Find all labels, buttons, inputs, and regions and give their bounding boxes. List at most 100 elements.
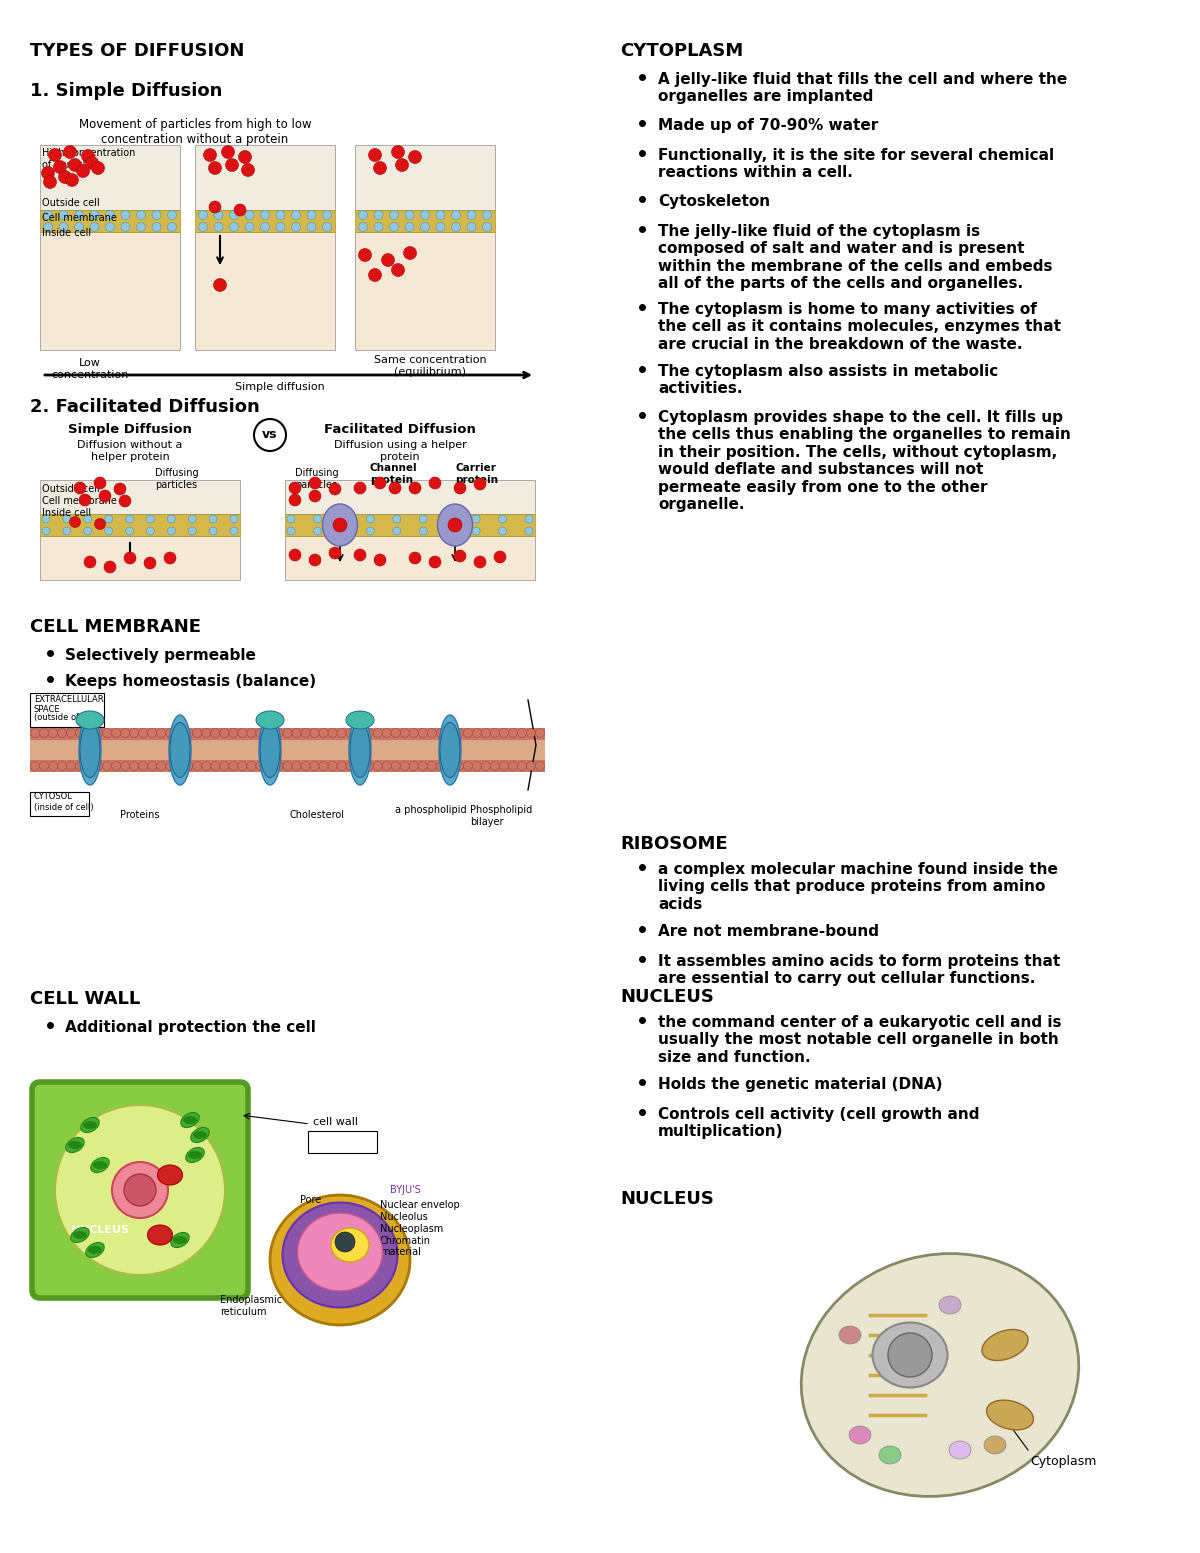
- Circle shape: [373, 162, 386, 174]
- Text: NUCLEUS: NUCLEUS: [620, 988, 714, 1006]
- Circle shape: [329, 547, 341, 559]
- Bar: [40, 480, 240, 514]
- Circle shape: [359, 248, 372, 261]
- Text: 2. Facilitated Diffusion: 2. Facilitated Diffusion: [30, 398, 259, 416]
- Text: BYJU'S: BYJU'S: [390, 1185, 421, 1194]
- Ellipse shape: [438, 505, 473, 547]
- Circle shape: [64, 146, 77, 158]
- Circle shape: [401, 728, 409, 738]
- Circle shape: [91, 162, 104, 174]
- Text: Nucleoplasm: Nucleoplasm: [380, 1224, 443, 1235]
- Text: CYTOSOL: CYTOSOL: [34, 792, 73, 801]
- Circle shape: [121, 728, 130, 738]
- Circle shape: [112, 1162, 168, 1218]
- Circle shape: [391, 264, 404, 276]
- Text: Outside cell: Outside cell: [42, 485, 100, 494]
- Circle shape: [527, 761, 535, 770]
- Text: The jelly-like fluid of the cytoplasm is
composed of salt and water and is prese: The jelly-like fluid of the cytoplasm is…: [658, 224, 1052, 292]
- Ellipse shape: [85, 1242, 104, 1258]
- Circle shape: [474, 556, 486, 568]
- Text: Proteins: Proteins: [120, 811, 160, 820]
- Circle shape: [59, 222, 68, 231]
- Ellipse shape: [439, 714, 461, 784]
- Circle shape: [84, 556, 96, 568]
- Circle shape: [292, 728, 301, 738]
- Circle shape: [184, 728, 193, 738]
- Circle shape: [103, 728, 112, 738]
- Circle shape: [334, 519, 347, 533]
- Circle shape: [473, 761, 481, 770]
- Ellipse shape: [872, 1323, 948, 1387]
- Circle shape: [319, 761, 328, 770]
- Circle shape: [366, 516, 374, 523]
- Circle shape: [455, 728, 463, 738]
- Circle shape: [401, 761, 409, 770]
- Circle shape: [368, 149, 382, 162]
- Circle shape: [166, 728, 175, 738]
- Circle shape: [90, 222, 98, 231]
- Circle shape: [283, 728, 292, 738]
- Circle shape: [202, 761, 211, 770]
- Circle shape: [498, 516, 506, 523]
- Text: Phospholipid
bilayer: Phospholipid bilayer: [470, 804, 533, 826]
- Text: Diffusing
particles: Diffusing particles: [155, 467, 199, 489]
- Circle shape: [409, 481, 421, 494]
- Circle shape: [323, 222, 331, 231]
- Circle shape: [184, 761, 193, 770]
- Circle shape: [467, 211, 476, 219]
- Ellipse shape: [260, 722, 280, 778]
- Circle shape: [229, 728, 238, 738]
- Circle shape: [328, 761, 337, 770]
- Circle shape: [491, 761, 499, 770]
- Circle shape: [390, 222, 398, 231]
- Circle shape: [427, 761, 437, 770]
- Circle shape: [292, 222, 300, 231]
- Text: TYPES OF DIFFUSION: TYPES OF DIFFUSION: [30, 42, 245, 61]
- Circle shape: [209, 200, 221, 213]
- Circle shape: [175, 761, 184, 770]
- Ellipse shape: [170, 722, 190, 778]
- Circle shape: [274, 728, 283, 738]
- Circle shape: [222, 146, 234, 158]
- Ellipse shape: [256, 711, 284, 728]
- Circle shape: [448, 519, 462, 533]
- Circle shape: [211, 761, 220, 770]
- Text: EXTRACELLULAR
SPACE: EXTRACELLULAR SPACE: [34, 696, 103, 714]
- Circle shape: [419, 728, 427, 738]
- Bar: [40, 514, 240, 536]
- Circle shape: [527, 728, 535, 738]
- Circle shape: [40, 761, 48, 770]
- Circle shape: [106, 211, 114, 219]
- Circle shape: [209, 162, 222, 174]
- Circle shape: [310, 761, 319, 770]
- FancyBboxPatch shape: [30, 693, 104, 727]
- Circle shape: [43, 175, 56, 188]
- Circle shape: [42, 516, 50, 523]
- Circle shape: [328, 728, 337, 738]
- Circle shape: [307, 222, 316, 231]
- Circle shape: [130, 728, 139, 738]
- Circle shape: [337, 761, 346, 770]
- Circle shape: [437, 761, 445, 770]
- Circle shape: [157, 728, 166, 738]
- Circle shape: [276, 211, 286, 219]
- Ellipse shape: [79, 714, 101, 784]
- FancyBboxPatch shape: [32, 1082, 248, 1298]
- Circle shape: [451, 211, 461, 219]
- Circle shape: [164, 551, 176, 564]
- Text: A jelly-like fluid that fills the cell and where the
organelles are implanted: A jelly-like fluid that fills the cell a…: [658, 71, 1067, 104]
- Circle shape: [517, 761, 527, 770]
- Circle shape: [389, 481, 401, 494]
- Circle shape: [335, 1232, 355, 1252]
- Circle shape: [59, 211, 68, 219]
- Circle shape: [310, 491, 322, 502]
- Circle shape: [368, 269, 382, 281]
- Circle shape: [119, 495, 131, 506]
- Ellipse shape: [839, 1326, 862, 1343]
- Ellipse shape: [850, 1426, 871, 1444]
- Circle shape: [204, 149, 216, 162]
- Circle shape: [430, 477, 442, 489]
- Text: Controls cell activity (cell growth and
multiplication): Controls cell activity (cell growth and …: [658, 1107, 979, 1140]
- Circle shape: [247, 728, 256, 738]
- Circle shape: [214, 211, 223, 219]
